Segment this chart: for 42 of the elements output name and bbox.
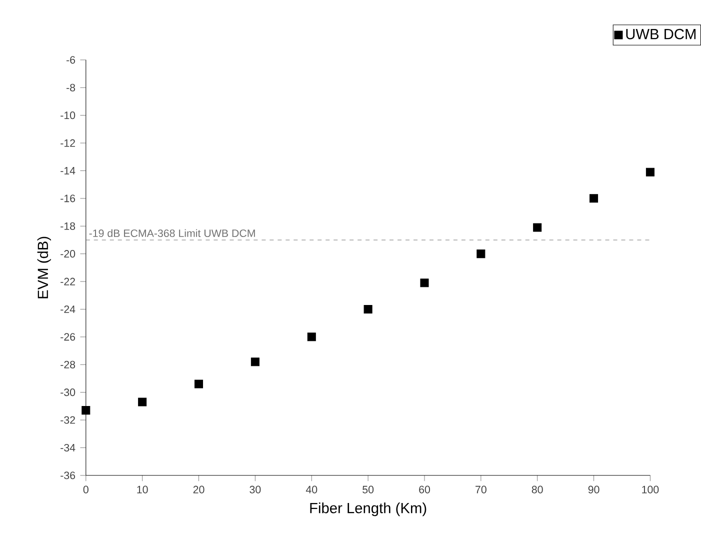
x-tick-label: 50 xyxy=(362,486,374,494)
ref-line-label: -19 dB ECMA-368 Limit UWB DCM xyxy=(89,229,255,237)
y-tick-label: -28 xyxy=(60,360,76,368)
y-tick-label: -24 xyxy=(60,305,76,313)
point xyxy=(590,194,598,203)
x-tick-label: 100 xyxy=(642,486,659,494)
y-tick-label: -10 xyxy=(60,111,76,119)
x-tick-label: 30 xyxy=(250,486,261,494)
x-tick-label: 0 xyxy=(83,486,88,494)
y-tick-label: -20 xyxy=(60,250,76,258)
y-tick-label: -26 xyxy=(60,332,76,341)
y-tick-label: -32 xyxy=(60,416,75,424)
x-tick-label: 80 xyxy=(532,486,543,494)
y-tick-label: -12 xyxy=(60,139,75,147)
y-tick-label: -6 xyxy=(66,56,76,64)
x-axis-title: Fiber Length (Km) xyxy=(310,502,426,516)
y-tick-label: -18 xyxy=(60,222,76,230)
point xyxy=(250,357,260,366)
y-tick-label: -14 xyxy=(60,166,76,174)
point xyxy=(364,304,372,314)
x-tick-label: 90 xyxy=(588,486,600,494)
point xyxy=(646,168,654,176)
point xyxy=(420,278,429,288)
y-tick-label: -30 xyxy=(60,388,76,396)
y-tick-label: -8 xyxy=(66,84,76,92)
x-tick-label: 70 xyxy=(476,486,486,494)
y-tick-label: -22 xyxy=(60,278,75,286)
point xyxy=(138,398,147,406)
point xyxy=(307,332,316,342)
legend-label: UWB DCM xyxy=(626,28,696,40)
x-tick-label: 20 xyxy=(193,486,204,494)
point xyxy=(476,249,486,258)
y-tick-label: -36 xyxy=(60,471,76,480)
y-tick-label: -16 xyxy=(60,194,76,202)
y-axis-title: EVM (dB) xyxy=(37,236,51,298)
point xyxy=(533,223,542,232)
point xyxy=(194,380,204,388)
x-tick-label: 10 xyxy=(137,486,148,494)
y-tick-label: -34 xyxy=(60,444,76,452)
point xyxy=(82,406,90,414)
x-tick-label: 60 xyxy=(419,486,430,494)
x-tick-label: 40 xyxy=(306,486,318,494)
